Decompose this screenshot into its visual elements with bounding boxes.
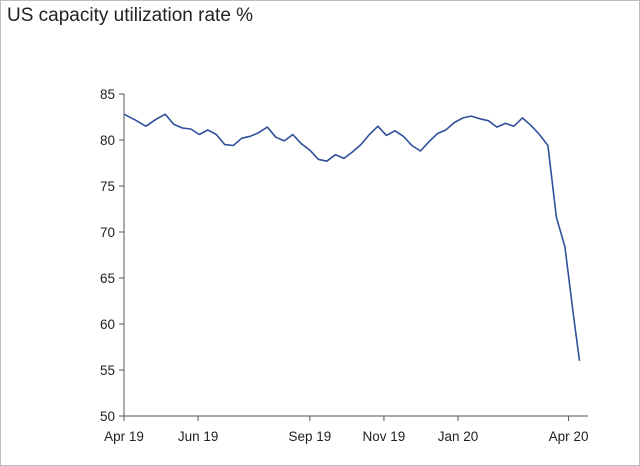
chart-title: US capacity utilization rate % [7,5,254,26]
x-tick-label: Apr 19 [104,429,144,444]
y-tick-label: 70 [100,225,115,240]
x-tick-label: Nov 19 [363,429,406,444]
y-tick-label: 65 [100,271,115,286]
x-tick-label: Jun 19 [178,429,219,444]
x-tick-label: Apr 20 [549,429,589,444]
x-tick-label: Jan 20 [438,429,479,444]
y-tick-label: 60 [100,317,115,332]
y-tick-label: 85 [100,87,115,102]
y-tick-label: 50 [100,409,115,424]
series-line [123,113,581,361]
y-tick-label: 80 [100,133,115,148]
y-tick-label: 75 [100,179,115,194]
x-tick-label: Sep 19 [288,429,331,444]
y-tick-label: 55 [100,363,115,378]
